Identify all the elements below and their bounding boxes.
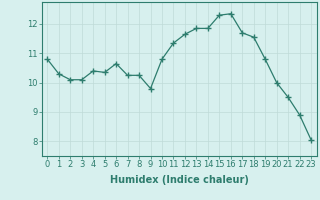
- X-axis label: Humidex (Indice chaleur): Humidex (Indice chaleur): [110, 175, 249, 185]
